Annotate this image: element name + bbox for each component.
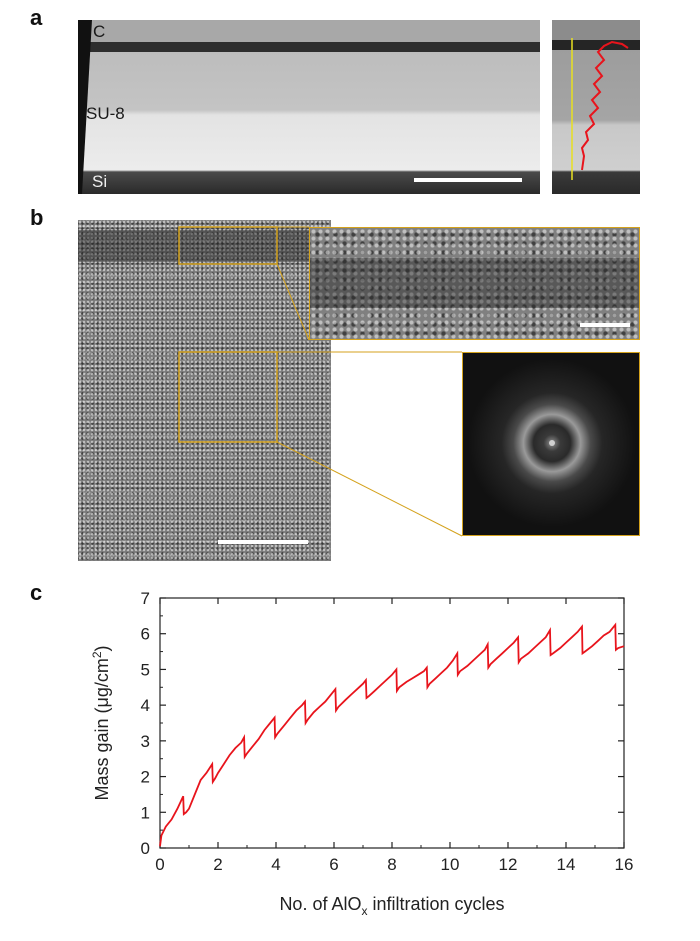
- x-tick-label: 4: [271, 855, 280, 874]
- sample-edge-shape: [78, 20, 92, 194]
- panel-label-b: b: [30, 205, 44, 230]
- x-axis-label: No. of AlOx infiltration cycles: [279, 894, 504, 918]
- si-layer-label: Si: [92, 172, 108, 191]
- y-tick-label: 4: [141, 696, 150, 715]
- y-tick-label: 7: [141, 589, 150, 608]
- diffraction-ring: [468, 359, 636, 527]
- fft-diffraction-inset: [462, 352, 640, 536]
- hrtem-micrograph: [78, 220, 331, 561]
- y-axis-label: Mass gain (μg/cm2): [90, 645, 112, 800]
- y-tick-label: 5: [141, 660, 150, 679]
- mass-gain-series-line: [159, 622, 625, 847]
- x-tick-label: 6: [329, 855, 338, 874]
- scale-bar: [414, 178, 522, 182]
- y-tick-label: 3: [141, 732, 150, 751]
- x-tick-label: 10: [441, 855, 460, 874]
- panel-label-a: a: [30, 5, 43, 30]
- carbon-layer-label: C: [93, 22, 106, 41]
- panel-label-c: c: [30, 580, 43, 605]
- y-tick-label: 6: [141, 625, 150, 644]
- x-tick-label: 14: [557, 855, 576, 874]
- y-tick-label: 0: [141, 839, 150, 858]
- plot-frame: [159, 597, 625, 849]
- scale-bar: [580, 323, 630, 327]
- x-tick-label: 0: [155, 855, 164, 874]
- x-tick-label: 16: [615, 855, 634, 874]
- y-tick-label: 2: [141, 768, 150, 787]
- scale-bar: [218, 540, 308, 544]
- zoomed-interface-inset: [309, 227, 640, 340]
- x-tick-label: 12: [499, 855, 518, 874]
- dark-interface-band: [78, 230, 331, 262]
- profile-overlay: [571, 38, 629, 180]
- y-tick-label: 1: [141, 803, 150, 822]
- x-tick-label: 2: [213, 855, 222, 874]
- su8-layer-label: SU-8: [86, 104, 125, 123]
- cross-section-micrograph: C SU-8 Si: [78, 20, 540, 194]
- x-tick-label: 8: [387, 855, 396, 874]
- composition-profile-image: [552, 20, 640, 194]
- series-group: [159, 622, 625, 847]
